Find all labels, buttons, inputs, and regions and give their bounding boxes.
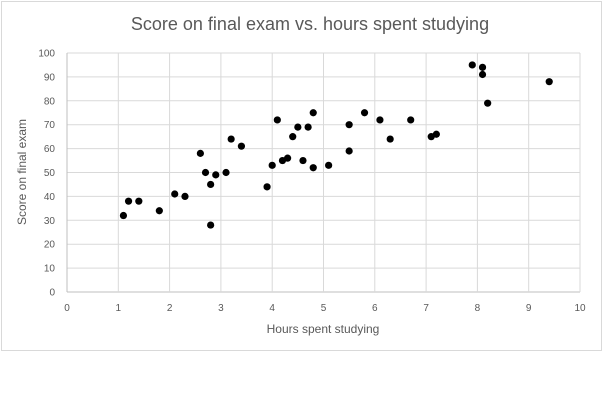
data-point: [478, 63, 487, 71]
data-point: [309, 109, 317, 117]
x-tick-label: 6: [372, 303, 378, 314]
data-point: [263, 183, 271, 191]
data-point: [289, 133, 297, 141]
data-point: [222, 168, 230, 177]
data-point: [407, 116, 415, 124]
data-point: [201, 168, 210, 177]
y-tick-label: 30: [44, 216, 56, 227]
y-tick-label: 50: [44, 168, 56, 179]
data-point: [207, 180, 215, 189]
chart-area: [1, 1, 602, 351]
data-point: [386, 135, 394, 143]
data-point: [545, 78, 553, 86]
y-tick-label: 0: [49, 288, 55, 299]
x-tick-label: 4: [269, 303, 275, 314]
y-tick-label: 60: [44, 144, 56, 155]
data-point: [309, 164, 317, 172]
data-point: [171, 190, 179, 198]
y-tick-label: 10: [44, 264, 56, 275]
x-axis-label: Hours spent studying: [267, 322, 380, 336]
y-tick-label: 40: [44, 192, 56, 203]
data-point: [468, 61, 476, 69]
data-point: [207, 221, 215, 229]
data-point: [227, 135, 235, 143]
data-point: [283, 154, 292, 162]
data-point: [135, 197, 143, 205]
gridlines: [66, 52, 581, 293]
x-tick-label: 2: [167, 303, 173, 314]
data-point: [294, 123, 302, 131]
data-point: [155, 207, 163, 215]
y-tick-label: 100: [38, 49, 55, 60]
chart-title: Score on final exam vs. hours spent stud…: [131, 14, 489, 34]
data-point: [325, 161, 333, 169]
x-tick-label: 9: [526, 303, 532, 314]
data-point: [484, 99, 492, 107]
y-tick-label: 80: [44, 96, 56, 107]
data-point: [345, 147, 353, 155]
data-point: [299, 156, 307, 165]
x-tick-label: 3: [218, 303, 224, 314]
y-tick-label: 70: [44, 120, 56, 131]
x-tick-label: 0: [64, 303, 70, 314]
data-point: [119, 211, 128, 220]
data-point: [181, 192, 189, 200]
data-point: [237, 142, 246, 150]
data-point: [304, 123, 312, 131]
data-point: [273, 116, 281, 124]
x-tick-labels: 0 1 2 3 4 5 6 7 8 9 10: [64, 303, 586, 314]
x-tick-label: 1: [116, 303, 122, 314]
data-point: [268, 161, 276, 169]
data-point: [478, 70, 487, 79]
x-tick-label: 10: [574, 303, 586, 314]
x-tick-label: 7: [423, 303, 429, 314]
y-tick-label: 20: [44, 240, 56, 251]
data-point: [376, 116, 384, 124]
x-tick-label: 5: [321, 303, 327, 314]
data-point: [432, 130, 440, 138]
y-axis-label: Score on final exam: [15, 119, 29, 225]
data-point: [360, 109, 369, 117]
data-point: [196, 149, 204, 157]
data-point: [212, 171, 220, 179]
y-tick-label: 90: [44, 72, 56, 83]
data-point: [345, 121, 353, 129]
y-tick-labels: 0 10 20 30 40 50 60 70 80 90 100: [38, 49, 55, 299]
data-points: [119, 61, 553, 229]
x-tick-label: 8: [475, 303, 481, 314]
data-point: [124, 197, 133, 205]
